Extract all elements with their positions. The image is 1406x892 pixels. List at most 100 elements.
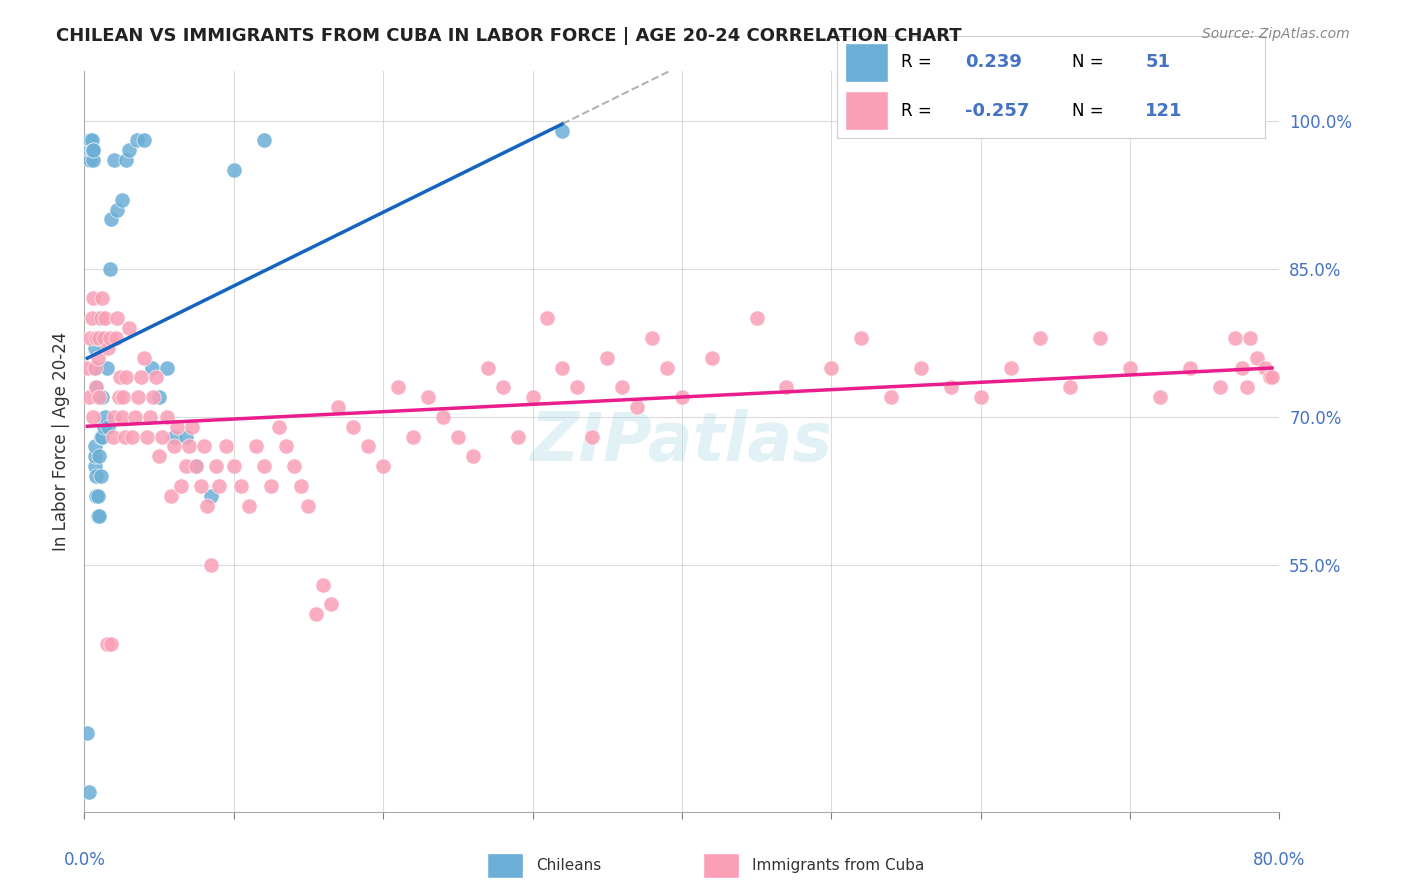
Point (160, 489, 183, 503)
Point (402, 429, 425, 443)
Point (101, 429, 124, 443)
Point (83, 360, 105, 375)
Point (132, 133, 156, 147)
Point (1260, 370, 1282, 384)
Point (79, 153, 101, 168)
Point (387, 380, 409, 394)
Point (342, 419, 364, 434)
Point (745, 311, 768, 326)
Point (139, 409, 162, 424)
Point (190, 479, 212, 493)
Point (596, 351, 619, 365)
Point (970, 390, 993, 404)
Point (83, 341, 105, 355)
Point (94, 311, 117, 326)
Point (77, 785, 100, 799)
Point (1239, 331, 1261, 345)
Point (551, 360, 574, 375)
Point (1253, 360, 1275, 375)
Point (124, 409, 146, 424)
Point (98, 261, 121, 276)
Point (90, 311, 112, 326)
Point (612, 380, 634, 394)
Point (121, 429, 143, 443)
Point (91, 429, 114, 443)
Point (551, 123, 574, 137)
Text: Chileans: Chileans (537, 858, 602, 872)
Point (90, 469, 112, 483)
Point (90, 429, 112, 443)
Point (87, 331, 110, 345)
Point (105, 311, 128, 326)
Point (581, 429, 603, 443)
Point (297, 499, 319, 513)
Point (114, 429, 136, 443)
Point (1261, 370, 1284, 384)
Point (174, 459, 197, 474)
Point (222, 163, 245, 178)
Point (1000, 360, 1022, 375)
Text: Source: ZipAtlas.com: Source: ZipAtlas.com (1202, 27, 1350, 41)
Point (103, 153, 125, 168)
Point (76, 360, 98, 375)
Point (193, 440, 215, 454)
Point (163, 440, 186, 454)
Point (283, 459, 305, 474)
Point (851, 331, 873, 345)
Point (319, 598, 342, 612)
Point (82, 144, 104, 158)
Point (522, 390, 544, 404)
Point (100, 212, 122, 227)
Point (89, 390, 111, 404)
Point (132, 351, 156, 365)
Point (200, 489, 222, 503)
Bar (845, 91, 889, 130)
Point (112, 390, 135, 404)
Point (82, 153, 104, 168)
Point (880, 390, 903, 404)
Point (1209, 380, 1232, 394)
Point (97, 341, 120, 355)
Point (115, 153, 138, 168)
Point (148, 390, 170, 404)
Point (86, 380, 108, 394)
Point (89, 508, 111, 523)
Text: CHILEAN VS IMMIGRANTS FROM CUBA IN LABOR FORCE | AGE 20-24 CORRELATION CHART: CHILEAN VS IMMIGRANTS FROM CUBA IN LABOR… (56, 27, 962, 45)
Point (148, 450, 170, 464)
Point (79, 331, 101, 345)
Point (215, 440, 238, 454)
Point (115, 370, 138, 384)
Point (567, 380, 589, 394)
Point (89, 331, 111, 345)
Point (155, 409, 177, 424)
Point (89, 311, 111, 326)
Point (1246, 351, 1268, 365)
Point (186, 459, 208, 474)
Point (129, 370, 152, 384)
Point (1236, 380, 1258, 394)
Point (94, 409, 117, 424)
Point (238, 499, 260, 513)
Point (1090, 331, 1112, 345)
Text: R =: R = (901, 54, 932, 71)
Point (125, 133, 148, 147)
Point (641, 331, 664, 345)
Point (82, 144, 104, 158)
Point (91, 292, 114, 306)
Point (910, 360, 932, 375)
Point (83, 440, 105, 454)
Point (195, 499, 218, 513)
Point (163, 429, 186, 443)
Point (96, 360, 118, 375)
Point (170, 479, 193, 493)
Point (80, 144, 103, 158)
Point (83, 360, 105, 375)
Point (87, 351, 110, 365)
Point (267, 419, 290, 434)
Point (127, 390, 149, 404)
Point (155, 360, 177, 375)
Point (77, 390, 100, 404)
Point (82, 409, 104, 424)
Point (166, 419, 188, 434)
Text: N =: N = (1073, 102, 1104, 120)
